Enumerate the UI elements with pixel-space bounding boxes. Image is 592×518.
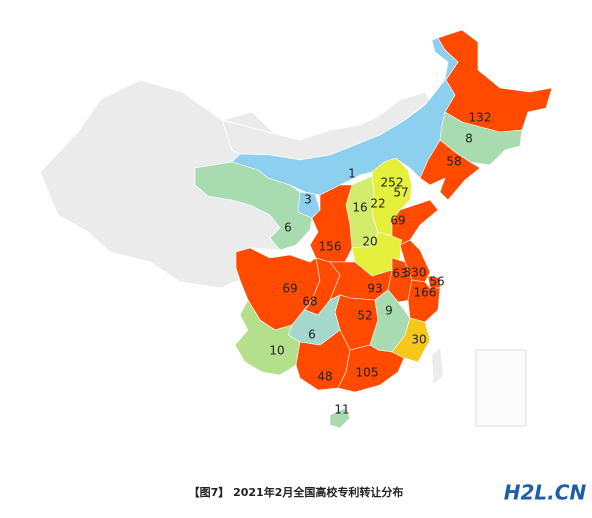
region-value: 132 (469, 111, 492, 125)
region-value: 166 (414, 286, 437, 300)
region-value: 56 (429, 275, 444, 289)
region-value: 11 (334, 403, 349, 417)
region (391, 199, 439, 246)
region-value: 30 (411, 333, 426, 347)
region (194, 161, 313, 251)
region-value: 22 (370, 197, 385, 211)
region-value: 1 (348, 167, 356, 181)
region-value: 69 (390, 214, 405, 228)
inset-box (475, 349, 527, 427)
region-value: 6 (284, 221, 292, 235)
region-value: 9 (385, 304, 393, 318)
region-value: 48 (317, 370, 332, 384)
region-value: 52 (357, 309, 372, 323)
region-value: 10 (269, 344, 284, 358)
region-value: 93 (367, 282, 382, 296)
island (432, 348, 443, 384)
region (437, 29, 553, 133)
region (337, 344, 405, 393)
region-value: 252 (381, 176, 404, 190)
region (391, 317, 431, 363)
region-value: 6 (308, 328, 316, 342)
region-value: 20 (362, 235, 377, 249)
region-value: 68 (302, 295, 317, 309)
region-value: 58 (446, 155, 461, 169)
caption: 【图7】 2021年2月全国高校专利转让分布 (189, 485, 404, 499)
region-value: 57 (393, 186, 408, 200)
region (234, 299, 301, 376)
region-value: 69 (282, 282, 297, 296)
region-value: 8 (465, 132, 473, 146)
region-value: 105 (356, 366, 379, 380)
region-value: 3 (304, 193, 312, 207)
region (329, 407, 351, 429)
region-value: 63 (392, 267, 407, 281)
region (235, 247, 321, 331)
region-value: 16 (352, 201, 367, 215)
region-value: 156 (319, 240, 342, 254)
watermark: H2L.CN (504, 481, 587, 505)
region (407, 279, 441, 323)
region-value: 330 (404, 266, 427, 280)
